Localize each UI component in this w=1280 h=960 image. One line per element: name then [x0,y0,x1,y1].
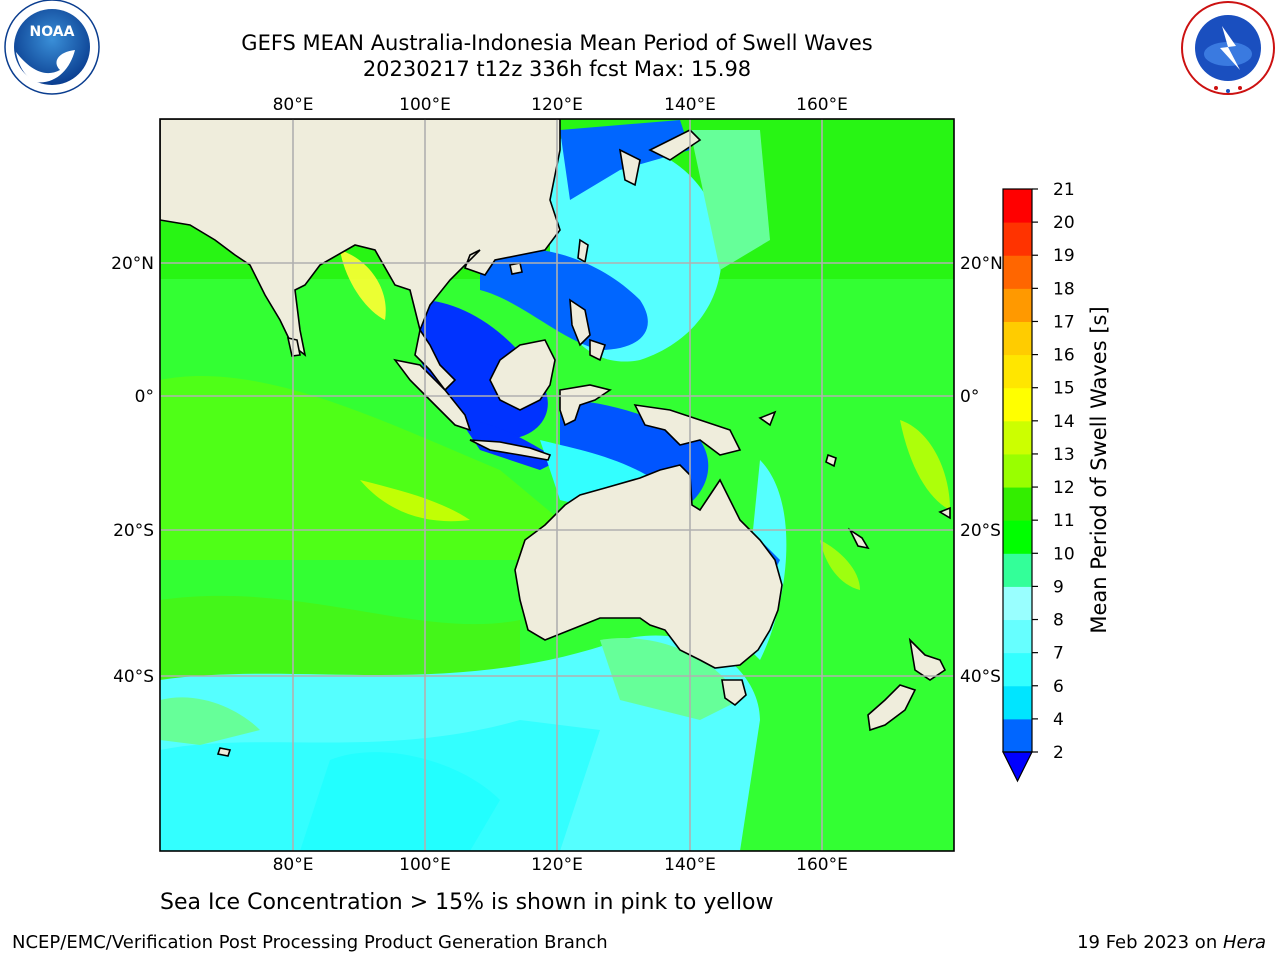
colorbar-band [1003,354,1032,389]
lat-label-left-20n: 20°N [111,254,154,274]
colorbar-tick-label: 12 [1053,478,1075,498]
colorbar-band [1003,420,1032,455]
colorbar-band [1003,487,1032,521]
land-masses [160,119,951,757]
colorbar-tick-label: 18 [1053,279,1075,299]
sea-ice-note: Sea Ice Concentration > 15% is shown in … [160,890,774,915]
lon-label-top-100: 100°E [399,95,451,115]
lat-label-right-20n: 20°N [960,254,1003,274]
colorbar: 2 4 6 7 8 9 10 11 12 13 14 15 16 17 18 19 20 21 Mean Peri… [1002,180,1111,783]
colorbar-tick-label: 15 [1053,379,1075,399]
colorbar-band [1003,685,1032,720]
lat-label-left-20s: 20°S [113,521,154,541]
colorbar-band [1003,718,1032,753]
colorbar-tick-label: 14 [1053,412,1075,432]
colorbar-under-arrow [1002,751,1033,783]
colorbar-band [1003,222,1032,256]
credit-right: 19 Feb 2023 on Hera [1077,932,1266,953]
colorbar-tick-label: 19 [1053,246,1075,266]
colorbar-ticks: 2 4 6 7 8 9 10 11 12 13 14 15 16 17 18 19 20 21 [1032,180,1075,763]
colorbar-tick-label: 8 [1053,611,1064,631]
colorbar-bands [1003,189,1032,753]
colorbar-tick-label: 10 [1053,544,1075,564]
lon-label-bottom-120: 120°E [531,855,583,875]
colorbar-tick-label: 20 [1053,213,1075,233]
colorbar-tick-label: 9 [1053,577,1064,597]
colorbar-tick-label: 7 [1053,644,1064,664]
colorbar-band [1003,387,1032,422]
colorbar-band [1003,288,1032,322]
colorbar-tick-label: 6 [1053,677,1064,697]
colorbar-band [1003,553,1032,587]
colorbar-tick-label: 2 [1053,743,1064,763]
colorbar-band [1003,520,1032,554]
lat-label-right-40s: 40°S [960,667,1001,687]
lat-label-right-0: 0° [960,387,979,407]
colorbar-tick-label: 4 [1053,710,1064,730]
colorbar-band [1003,321,1032,356]
colorbar-band [1003,255,1032,289]
map-frame [159,118,955,852]
colorbar-tick-label: 11 [1053,511,1075,531]
lon-label-bottom-80: 80°E [273,855,314,875]
chart-subtitle: 20230217 t12z 336h fcst Max: 15.98 [362,57,752,81]
lat-label-left-40s: 40°S [113,667,154,687]
colorbar-frame [1002,188,1033,753]
lon-label-top-160: 160°E [796,95,848,115]
lon-label-top-80: 80°E [273,95,314,115]
graticule [160,119,954,851]
colorbar-tick-label: 16 [1053,346,1075,366]
map-panel: 80°E 100°E 120°E 140°E 160°E 80°E 100°E … [111,95,1003,875]
noaa-logo: NOAA [4,0,100,95]
credit-left: NCEP/EMC/Verification Post Processing Pr… [12,932,608,953]
credit-date: 19 Feb 2023 on [1077,932,1223,953]
lon-label-bottom-160: 160°E [796,855,848,875]
lon-label-top-120: 120°E [531,95,583,115]
chart-title: GEFS MEAN Australia-Indonesia Mean Perio… [241,31,873,55]
lon-label-bottom-140: 140°E [664,855,716,875]
colorbar-band [1003,652,1032,687]
colorbar-band [1003,586,1032,621]
lat-label-right-20s: 20°S [960,521,1001,541]
colorbar-label: Mean Period of Swell Waves [s] [1087,306,1111,633]
nws-logo [1181,1,1275,95]
lat-label-left-0: 0° [135,387,154,407]
lon-label-bottom-100: 100°E [399,855,451,875]
colorbar-band [1003,453,1032,488]
noaa-logo-text: NOAA [30,24,75,40]
colorbar-tick-label: 17 [1053,312,1075,332]
colorbar-band [1003,619,1032,654]
colorbar-tick-label: 13 [1053,445,1075,465]
colorbar-band [1003,189,1032,223]
lon-label-top-140: 140°E [664,95,716,115]
colorbar-tick-label: 21 [1053,180,1075,200]
credit-host: Hera [1222,932,1266,953]
